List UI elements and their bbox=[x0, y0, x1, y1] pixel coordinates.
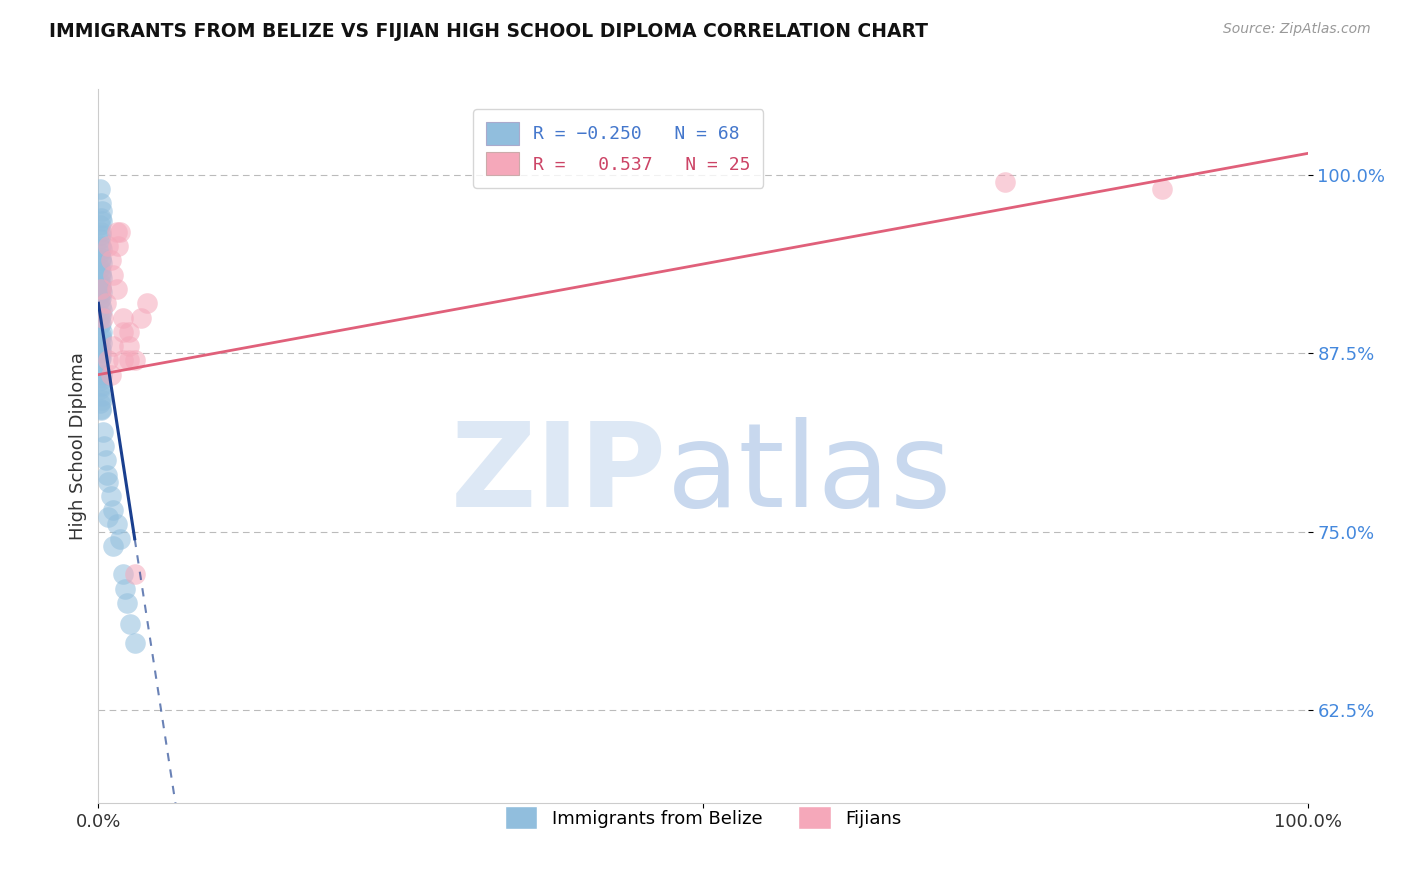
Point bbox=[89, 182, 111, 196]
Point bbox=[124, 353, 146, 368]
Point bbox=[89, 318, 111, 332]
Point bbox=[89, 287, 111, 301]
Point bbox=[97, 353, 120, 368]
Point bbox=[101, 268, 124, 282]
Point bbox=[89, 310, 111, 325]
Point bbox=[111, 325, 134, 339]
Point bbox=[97, 239, 120, 253]
Legend: Immigrants from Belize, Fijians: Immigrants from Belize, Fijians bbox=[498, 799, 908, 837]
Point bbox=[94, 296, 117, 310]
Point bbox=[93, 439, 115, 453]
Point bbox=[101, 539, 124, 553]
Point bbox=[118, 617, 141, 632]
Point bbox=[90, 282, 112, 296]
Point bbox=[111, 567, 134, 582]
Point bbox=[90, 370, 112, 384]
Point bbox=[90, 346, 112, 360]
Point bbox=[89, 218, 111, 232]
Point bbox=[91, 368, 114, 382]
Point bbox=[89, 293, 111, 308]
Point bbox=[90, 251, 112, 265]
Point bbox=[90, 291, 112, 305]
Point bbox=[91, 336, 114, 351]
Point bbox=[90, 373, 112, 387]
Point bbox=[994, 175, 1017, 189]
Point bbox=[97, 510, 120, 524]
Point bbox=[105, 517, 128, 532]
Point bbox=[89, 275, 111, 289]
Point bbox=[101, 503, 124, 517]
Point bbox=[89, 246, 111, 260]
Point bbox=[89, 360, 111, 375]
Point bbox=[91, 256, 114, 270]
Point bbox=[90, 282, 112, 296]
Point bbox=[111, 353, 134, 368]
Point bbox=[105, 282, 128, 296]
Point bbox=[90, 239, 112, 253]
Point bbox=[89, 260, 111, 275]
Point bbox=[90, 211, 112, 225]
Point bbox=[91, 425, 114, 439]
Text: Source: ZipAtlas.com: Source: ZipAtlas.com bbox=[1223, 22, 1371, 37]
Point bbox=[1152, 182, 1174, 196]
Point bbox=[107, 239, 129, 253]
Point bbox=[108, 225, 131, 239]
Point bbox=[90, 351, 112, 365]
Y-axis label: High School Diploma: High School Diploma bbox=[69, 352, 87, 540]
Point bbox=[100, 368, 122, 382]
Point bbox=[91, 393, 114, 408]
Point bbox=[91, 213, 114, 227]
Point bbox=[91, 325, 114, 339]
Text: ZIP: ZIP bbox=[451, 417, 666, 532]
Point bbox=[89, 232, 111, 246]
Point bbox=[118, 353, 141, 368]
Text: atlas: atlas bbox=[666, 417, 952, 532]
Point bbox=[90, 327, 112, 342]
Point bbox=[90, 225, 112, 239]
Point bbox=[111, 310, 134, 325]
Point bbox=[100, 253, 122, 268]
Point bbox=[94, 453, 117, 467]
Point bbox=[135, 296, 157, 310]
Point bbox=[91, 270, 114, 285]
Point bbox=[90, 401, 112, 416]
Point bbox=[97, 475, 120, 489]
Point bbox=[118, 325, 141, 339]
Point bbox=[124, 636, 146, 650]
Point bbox=[91, 242, 114, 256]
Point bbox=[90, 316, 112, 330]
Point bbox=[90, 196, 112, 211]
Point bbox=[124, 567, 146, 582]
Point bbox=[91, 389, 114, 403]
Point bbox=[91, 310, 114, 325]
Point bbox=[90, 330, 112, 344]
Point bbox=[91, 203, 114, 218]
Point bbox=[90, 268, 112, 282]
Point bbox=[114, 582, 136, 596]
Point bbox=[90, 299, 112, 313]
Point bbox=[89, 353, 111, 368]
Point bbox=[89, 396, 111, 410]
Point bbox=[108, 532, 131, 546]
Point bbox=[100, 489, 122, 503]
Point bbox=[90, 253, 112, 268]
Point bbox=[96, 467, 118, 482]
Point bbox=[90, 342, 112, 356]
Point bbox=[91, 285, 114, 299]
Text: IMMIGRANTS FROM BELIZE VS FIJIAN HIGH SCHOOL DIPLOMA CORRELATION CHART: IMMIGRANTS FROM BELIZE VS FIJIAN HIGH SC… bbox=[49, 22, 928, 41]
Point bbox=[90, 379, 112, 393]
Point bbox=[90, 403, 112, 417]
Point bbox=[101, 339, 124, 353]
Point bbox=[90, 265, 112, 279]
Point bbox=[89, 339, 111, 353]
Point bbox=[117, 596, 139, 610]
Point bbox=[89, 382, 111, 396]
Point bbox=[91, 303, 114, 318]
Point bbox=[118, 339, 141, 353]
Point bbox=[90, 308, 112, 322]
Point bbox=[105, 225, 128, 239]
Point bbox=[90, 227, 112, 242]
Point bbox=[129, 310, 152, 325]
Point bbox=[90, 279, 112, 293]
